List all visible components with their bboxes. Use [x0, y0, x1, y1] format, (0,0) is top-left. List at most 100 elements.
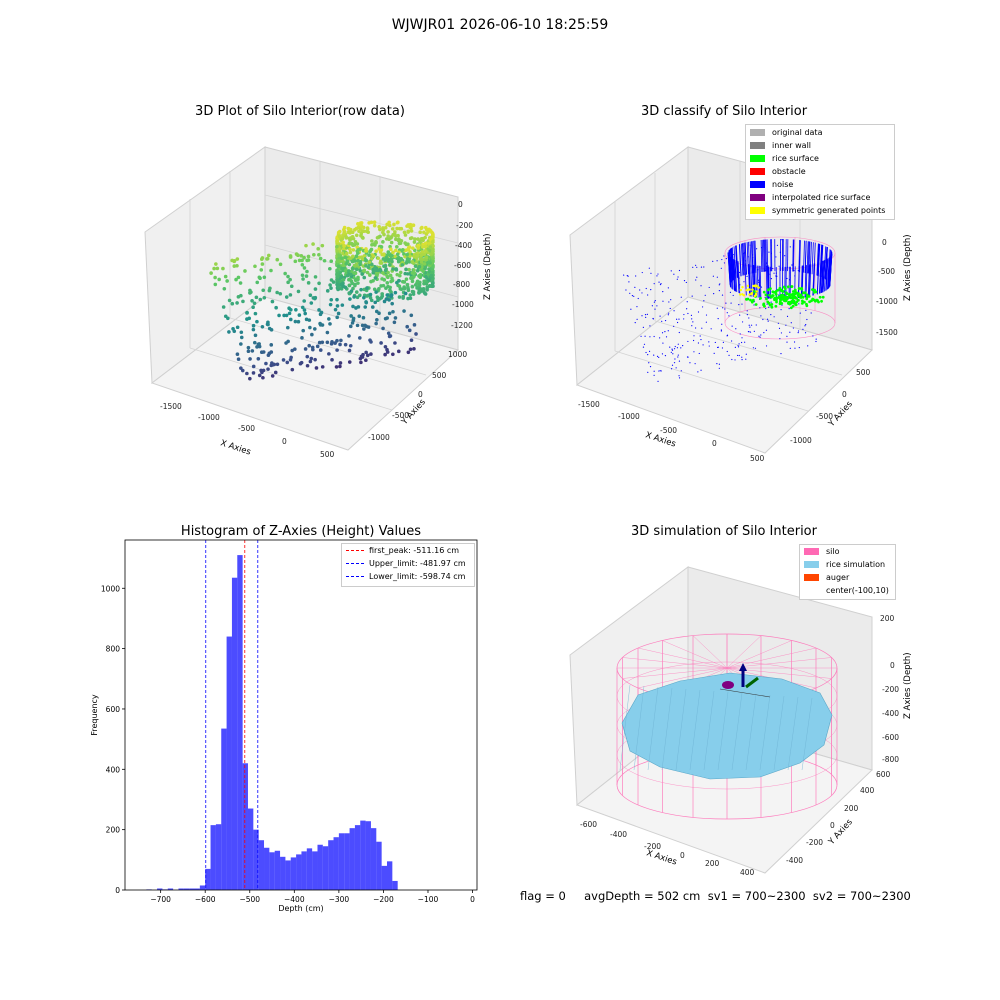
silo-roof-spoke: [637, 667, 728, 689]
raw-point: [365, 270, 370, 275]
classify-noise-point: [683, 280, 686, 282]
raw-point: [400, 263, 405, 267]
classify-3d-plot[interactable]: -1500 -1000 -500 0 500 500 0 -500 -1000 …: [560, 135, 920, 465]
classify-noise-point: [731, 358, 733, 361]
classify-noise-point: [687, 340, 689, 343]
rice-mesh-line: [759, 694, 771, 771]
histogram-xtick-label: −400: [284, 895, 305, 904]
legend-swatch: [750, 181, 765, 188]
raw-point: [359, 360, 363, 365]
classify-noise-point: [665, 336, 668, 338]
raw-point: [236, 275, 241, 280]
classify-noise-point: [739, 333, 741, 335]
classify-rice-point: [800, 301, 804, 305]
raw-point: [426, 229, 430, 234]
raw-point: [401, 294, 406, 299]
raw-point: [289, 355, 293, 360]
raw-point: [313, 287, 318, 291]
classify-noise-point: [652, 317, 654, 320]
raw-point: [225, 279, 229, 283]
raw-point: [389, 240, 394, 245]
raw-point: [328, 322, 332, 326]
classify-noise-point: [670, 351, 672, 353]
classify-wall-stroke: [741, 243, 745, 276]
classify-rice-point: [776, 288, 780, 292]
classify-rice-point: [774, 304, 778, 308]
raw-point: [407, 223, 412, 228]
classify-noise-point: [805, 309, 807, 311]
classify-rice-point: [766, 288, 770, 292]
raw-point: [390, 301, 394, 306]
raw-point: [410, 279, 415, 284]
raw-point: [362, 275, 367, 280]
raw-point: [407, 328, 412, 333]
classify-noise-point: [691, 295, 693, 297]
legend-label: symmetric generated points: [772, 206, 886, 215]
classify-noise-point: [718, 290, 720, 292]
silo-roof-spoke: [622, 667, 728, 679]
raw-point: [419, 253, 423, 258]
classify-noise-point: [784, 255, 786, 257]
raw-point: [328, 266, 332, 271]
classify-wall-stroke: [741, 243, 744, 276]
classify-noise-point: [741, 341, 743, 344]
classify-noise-point: [770, 278, 773, 280]
raw-point: [418, 230, 422, 234]
hist-title: Histogram of Z-Axies (Height) Values: [180, 524, 422, 539]
legend-entry: rice simulation: [800, 558, 895, 571]
classify-noise-point: [661, 332, 664, 334]
classify-rice-point: [789, 296, 793, 300]
raw-point: [370, 239, 374, 243]
classify-noise-point: [716, 276, 718, 278]
classify-noise-point: [776, 244, 779, 246]
silo-roof-spoke: [662, 640, 728, 669]
classify-noise-point: [760, 315, 762, 317]
raw-point: [335, 244, 339, 249]
raw-point: [431, 281, 435, 285]
classify-rice-point: [821, 295, 825, 299]
raw-point: [384, 297, 389, 301]
raw-point: [227, 298, 232, 303]
raw-point: [286, 339, 290, 344]
histogram-ytick-label: 0: [115, 886, 120, 895]
raw-point: [215, 266, 220, 271]
classify-wall-stroke: [743, 242, 746, 275]
histogram-bar: [322, 846, 329, 890]
raw-point: [365, 226, 370, 230]
classify-noise-point: [789, 347, 791, 350]
classify-rice-point: [820, 299, 823, 303]
classify-rice-point: [790, 285, 794, 289]
raw-point: [239, 330, 244, 335]
classify-noise-point: [734, 359, 736, 361]
classify-rice-point: [782, 285, 786, 289]
simulation-3d-plot[interactable]: -600 -400 -200 0 200 400 600 400 200 0 -…: [560, 555, 920, 885]
raw-point: [363, 305, 368, 309]
raw-point: [377, 247, 382, 251]
classify-noise-point: [625, 289, 627, 291]
raw-point: [404, 261, 409, 265]
raw-point: [354, 254, 359, 259]
classify-rice-point: [765, 297, 768, 301]
classify-xtick: -1500: [578, 400, 600, 409]
classify-rice-point: [749, 298, 752, 302]
classify-noise-point: [697, 311, 700, 313]
hist-xlabel: Depth (cm): [278, 904, 323, 913]
classify-floor-pane: [575, 296, 873, 454]
classify-wall-stroke: [811, 242, 814, 275]
raw-point: [275, 257, 280, 262]
simulation-legend: silo rice simulation auger center(-100,10): [799, 544, 896, 600]
raw-point: [380, 277, 384, 281]
raw-point: [235, 257, 240, 261]
classify-noise-point: [789, 246, 791, 248]
raw-point: [327, 317, 331, 321]
classify-ztick: -1000: [876, 297, 898, 306]
raw-point: [252, 340, 257, 345]
raw-point: [397, 295, 402, 299]
raw-point: [369, 262, 374, 267]
raw-point: [420, 225, 424, 230]
classify-noise-point: [710, 328, 712, 330]
classify-rice-point: [807, 294, 811, 298]
raw-3d-plot[interactable]: -1500 -1000 -500 0 500 1000 500 0 -500 -…: [130, 135, 500, 465]
raw-point: [430, 239, 435, 244]
classify-noise-point: [651, 305, 653, 307]
